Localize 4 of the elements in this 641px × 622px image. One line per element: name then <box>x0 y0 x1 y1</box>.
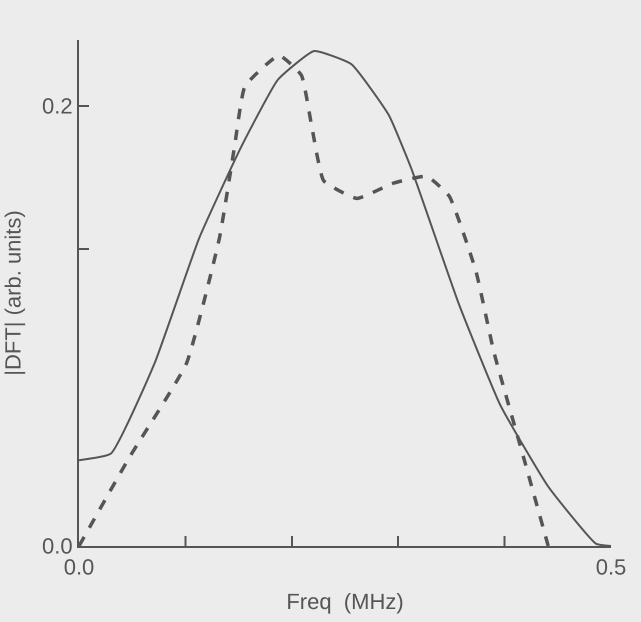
x-tick-label: 0.5 <box>596 554 626 580</box>
x-axis-title: Freq (MHz) <box>286 588 404 614</box>
y-axis-title: |DFT| (arb. units) <box>0 210 26 376</box>
y-tick-label: 0.2 <box>42 94 73 119</box>
